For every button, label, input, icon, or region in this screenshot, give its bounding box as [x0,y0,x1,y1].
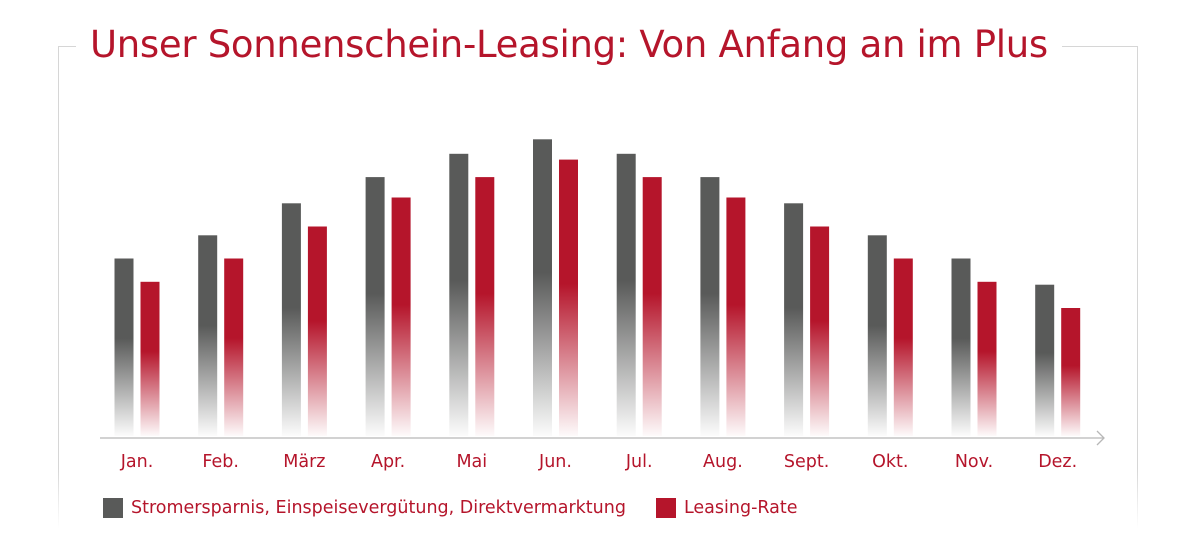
bar-savings-3 [281,203,301,436]
x-tick-label-11: Nov. [955,452,993,472]
legend-item-savings: Stromersparnis, Einspeisevergütung, Dire… [103,498,626,518]
chart-frame [58,46,1138,528]
bar-savings-5 [449,153,469,437]
bar-leasing-rate-3 [307,226,327,436]
x-tick-label-9: Sept. [784,452,829,472]
bar-savings-11 [951,258,971,436]
legend-label-leasing-rate: Leasing-Rate [683,498,798,518]
bar-leasing-rate-4 [391,197,411,436]
bar-leasing-rate-12 [1061,308,1081,436]
legend-label-savings: Stromersparnis, Einspeisevergütung, Dire… [131,498,626,518]
bar-savings-8 [700,177,720,436]
bar-leasing-rate-10 [893,258,913,436]
bar-leasing-rate-9 [810,226,830,436]
x-tick-label-10: Okt. [872,452,908,472]
x-tick-label-12: Dez. [1038,452,1077,472]
bar-savings-10 [867,235,887,436]
bar-leasing-rate-6 [559,159,578,436]
legend-swatch-savings [103,498,123,518]
bar-savings-2 [198,235,218,436]
bar-leasing-rate-8 [726,197,746,436]
bar-savings-4 [365,177,385,436]
bar-savings-6 [533,139,552,437]
legend-swatch-leasing-rate [655,498,676,518]
x-tick-label-4: Apr. [371,452,405,472]
x-tick-label-5: Mai [456,452,487,472]
bar-leasing-rate-2 [224,258,244,436]
bar-leasing-rate-5 [475,177,495,436]
legend-item-leasing-rate: Leasing-Rate [655,498,798,518]
bar-savings-7 [616,153,636,437]
bar-savings-9 [784,203,804,436]
bar-leasing-rate-11 [977,281,997,436]
x-tick-label-7: Jul. [625,452,653,472]
x-tick-label-2: Feb. [202,452,239,472]
bar-leasing-rate-1 [140,281,160,436]
chart-title: Unser Sonnenschein-Leasing: Von Anfang a… [76,22,1062,68]
bar-savings-12 [1035,284,1055,436]
x-tick-label-3: März [283,452,325,472]
bar-savings-1 [114,258,134,436]
x-tick-label-6: Jun. [538,452,572,472]
x-tick-label-8: Aug. [703,452,743,472]
x-axis-arrow-icon [1096,430,1105,446]
bar-leasing-rate-7 [642,177,662,436]
legend: Stromersparnis, Einspeisevergütung, Dire… [103,498,828,518]
x-tick-label-1: Jan. [120,452,154,472]
